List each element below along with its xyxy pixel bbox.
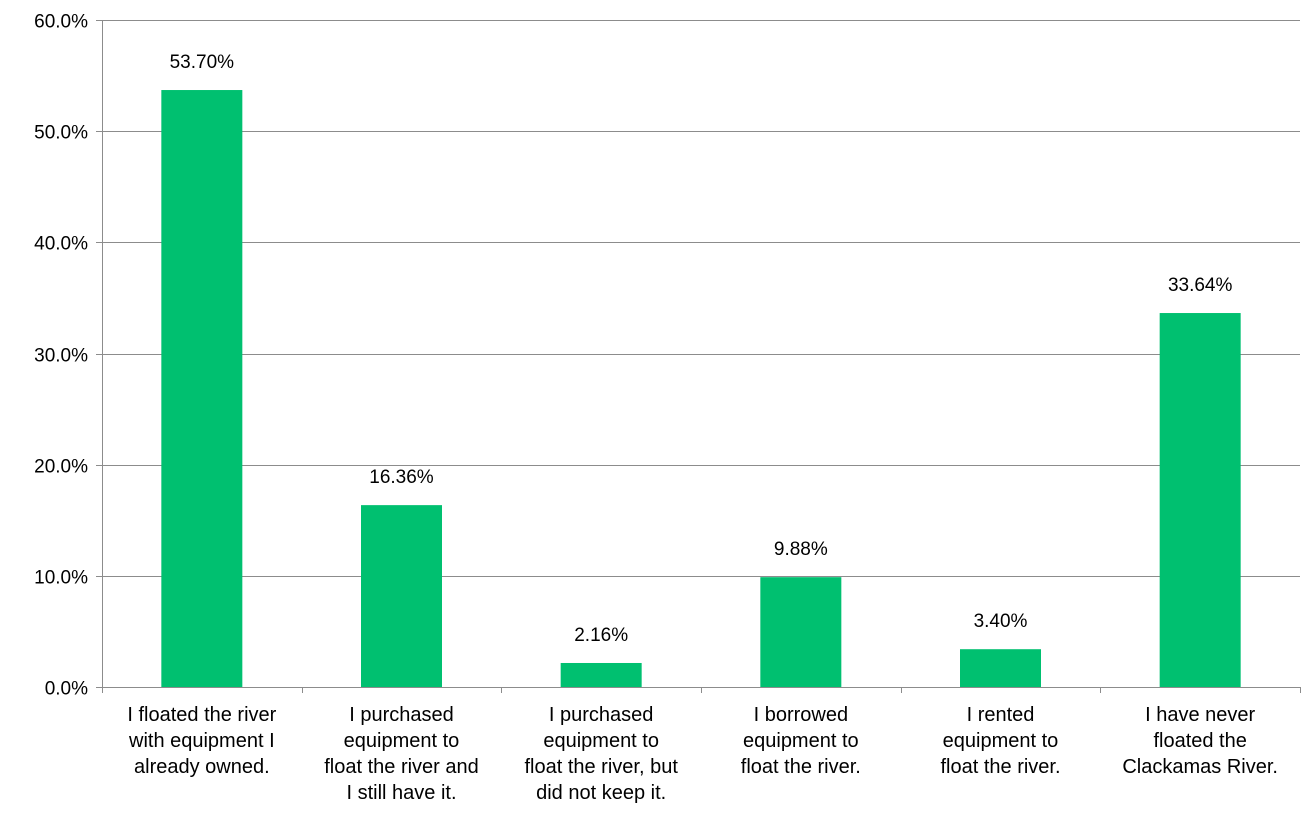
x-category-label: I borrowed equipment to float the river. — [741, 704, 861, 778]
x-category-label: I have never floated the Clackamas River. — [1122, 704, 1278, 778]
y-tick-label: 20.0% — [34, 457, 88, 478]
data-label: 16.36% — [369, 467, 434, 488]
y-tick-label: 60.0% — [34, 12, 88, 33]
x-category-label-line: I rented — [967, 704, 1035, 726]
y-tick-label: 50.0% — [34, 123, 88, 144]
x-category-label-line: float the river. — [741, 756, 861, 778]
x-category-label-line: equipment to — [743, 730, 859, 752]
x-category-label: I purchased equipment to float the river a… — [324, 704, 479, 804]
x-category-label: I floated the river with equipment I alrea… — [127, 704, 276, 778]
x-category-label-line: equipment to — [943, 730, 1059, 752]
y-tick-label: 40.0% — [34, 234, 88, 255]
y-tick-label: 0.0% — [45, 679, 88, 700]
data-label: 53.70% — [170, 52, 235, 73]
x-category-label-line: Clackamas River. — [1122, 756, 1278, 778]
data-label: 2.16% — [574, 625, 628, 646]
bar — [560, 662, 642, 687]
x-category-label-line: float the river. — [940, 756, 1060, 778]
x-category-label-line: I borrowed — [754, 704, 849, 726]
x-category-label-line: floated the — [1153, 730, 1246, 752]
bar — [1159, 313, 1241, 687]
bar — [361, 505, 442, 687]
x-category-label-line: I purchased — [549, 704, 654, 726]
x-category-label-line: I purchased — [349, 704, 454, 726]
labels: 0.0% 10.0% 20.0% 30.0% 40.0% 50.0% 60.0% 53.70%… — [34, 12, 1278, 805]
data-label: 3.40% — [974, 611, 1028, 632]
data-label: 33.64% — [1168, 275, 1233, 296]
y-tick-label: 10.0% — [34, 568, 88, 589]
x-category-label: I purchased equipment to float the river, … — [524, 704, 678, 804]
x-category-label-line: float the river and — [324, 756, 479, 778]
x-category-label-line: with equipment I — [128, 730, 275, 752]
bar — [960, 649, 1041, 687]
x-category-label-line: I have never — [1145, 704, 1255, 726]
x-category-label-line: I still have it. — [346, 782, 456, 804]
y-tick-label: 30.0% — [34, 346, 88, 367]
x-category-label-line: equipment to — [543, 730, 659, 752]
gridlines — [102, 20, 1300, 577]
x-category-label-line: did not keep it. — [536, 782, 666, 804]
bar — [760, 577, 842, 687]
x-category-label: I rented equipment to float the river. — [940, 704, 1060, 778]
x-category-label-line: I floated the river — [127, 704, 276, 726]
data-label: 9.88% — [774, 539, 828, 560]
axes — [96, 20, 1301, 693]
x-category-label-line: equipment to — [344, 730, 460, 752]
x-category-label-line: already owned. — [134, 756, 270, 778]
bar — [161, 90, 243, 687]
bars — [161, 90, 1241, 687]
x-category-label-line: float the river, but — [524, 756, 678, 778]
